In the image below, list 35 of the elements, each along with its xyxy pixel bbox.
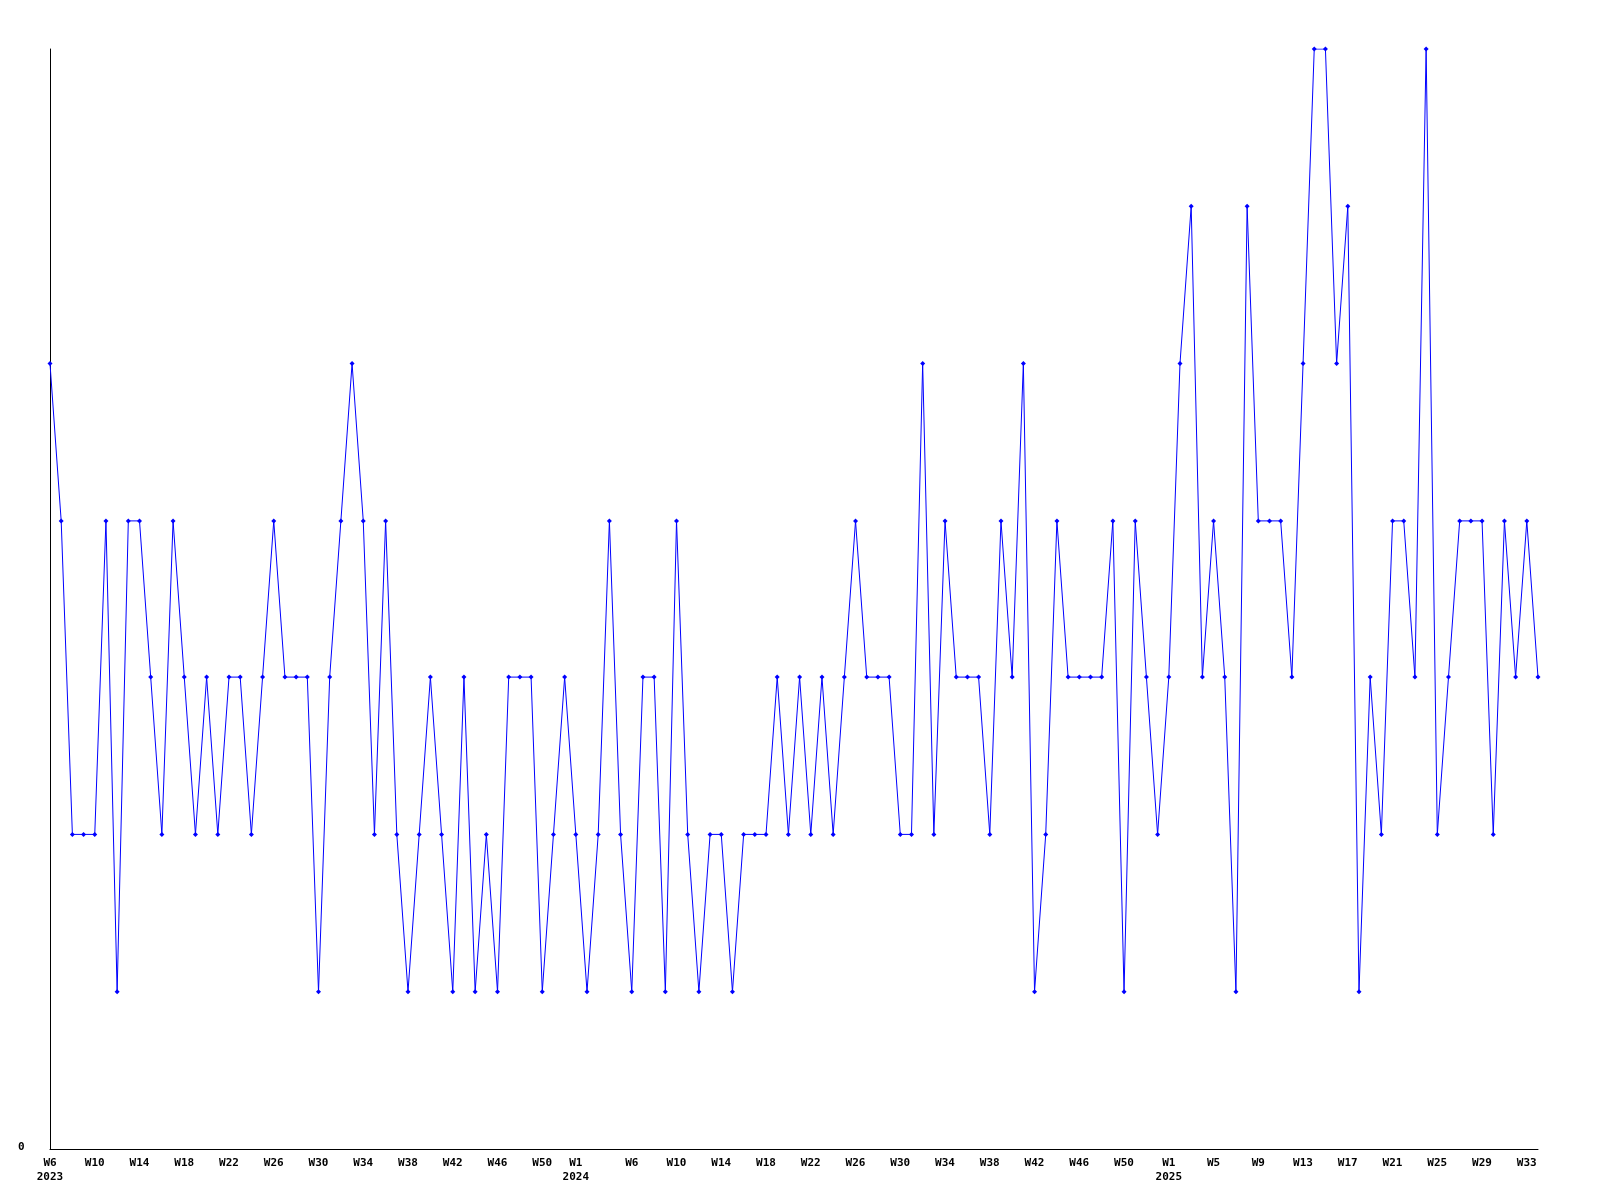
x-tick-label: W6 <box>625 1155 639 1169</box>
x-tick-label: W38 <box>979 1155 1000 1169</box>
x-tick-label: W21 <box>1382 1155 1403 1169</box>
x-tick-label: W29 <box>1472 1155 1492 1169</box>
text: 0 <box>18 1140 25 1153</box>
x-tick-label: W22 <box>219 1155 239 1169</box>
x-tick-label: W10 <box>84 1155 105 1169</box>
x-tick-label: W42 <box>1024 1155 1045 1169</box>
x-tick-label: W17 <box>1337 1155 1358 1169</box>
x-tick-label: W26 <box>263 1155 285 1169</box>
x-tick-label: W50 <box>1114 1155 1134 1169</box>
x-tick-label: W46 <box>1069 1155 1090 1169</box>
x-tick-label: W1 2025 <box>1155 1155 1183 1183</box>
x-tick-label: W30 <box>890 1155 911 1169</box>
x-tick-label: W9 <box>1251 1155 1265 1169</box>
x-tick-label: W50 <box>532 1155 553 1169</box>
x-tick-label: W14 <box>129 1155 150 1169</box>
x-tick-label: W46 <box>487 1155 508 1169</box>
x-tick-label: W18 <box>174 1155 195 1169</box>
x-tick-label: W30 <box>308 1155 329 1169</box>
x-tick-label: W14 <box>711 1155 732 1169</box>
x-tick-label: W26 <box>845 1155 866 1169</box>
x-tick-label: W33 <box>1516 1155 1537 1169</box>
x-tick-label: W38 <box>398 1155 418 1169</box>
x-tick-label: W25 <box>1427 1155 1448 1169</box>
x-tick-label: W18 <box>756 1155 776 1169</box>
x-tick-label: W13 <box>1293 1155 1313 1169</box>
x-tick-label: W10 <box>666 1155 687 1169</box>
x-tick-label: W22 <box>800 1155 821 1169</box>
x-tick-label: W42 <box>442 1155 463 1169</box>
x-tick-label: W5 <box>1206 1155 1221 1169</box>
x-tick-label: W1 2024 <box>562 1155 590 1183</box>
x-tick-label: W6 2023 <box>36 1155 64 1183</box>
x-tick-label: W34 <box>353 1155 374 1169</box>
x-tick-label: W34 <box>935 1155 956 1169</box>
